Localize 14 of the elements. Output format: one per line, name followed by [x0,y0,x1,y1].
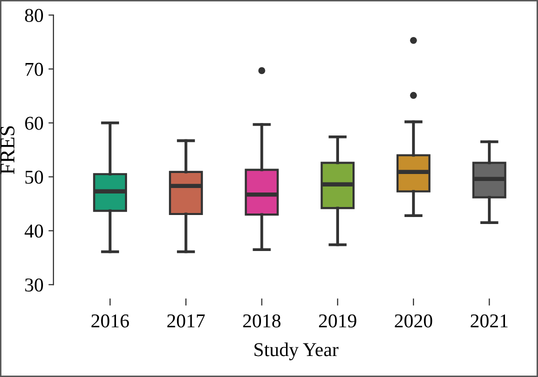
y-tick-label: 70 [26,62,43,76]
x-tick-label: 2018 [243,314,280,328]
x-tick-label: 2021 [470,314,508,328]
y-tick-label: 60 [25,116,43,130]
y-tick-label: 30 [25,278,43,292]
y-tick-label: 80 [25,8,43,22]
y-axis-title: FRES [0,126,14,174]
x-tick-label: 2020 [394,314,432,328]
y-tick-label: 50 [25,170,43,184]
y-tick-label: 40 [24,224,43,238]
x-axis-title: Study Year [254,342,338,360]
x-tick-label: 2017 [167,314,205,328]
x-tick-label: 2016 [91,314,129,328]
x-tick-label: 2019 [319,314,356,328]
